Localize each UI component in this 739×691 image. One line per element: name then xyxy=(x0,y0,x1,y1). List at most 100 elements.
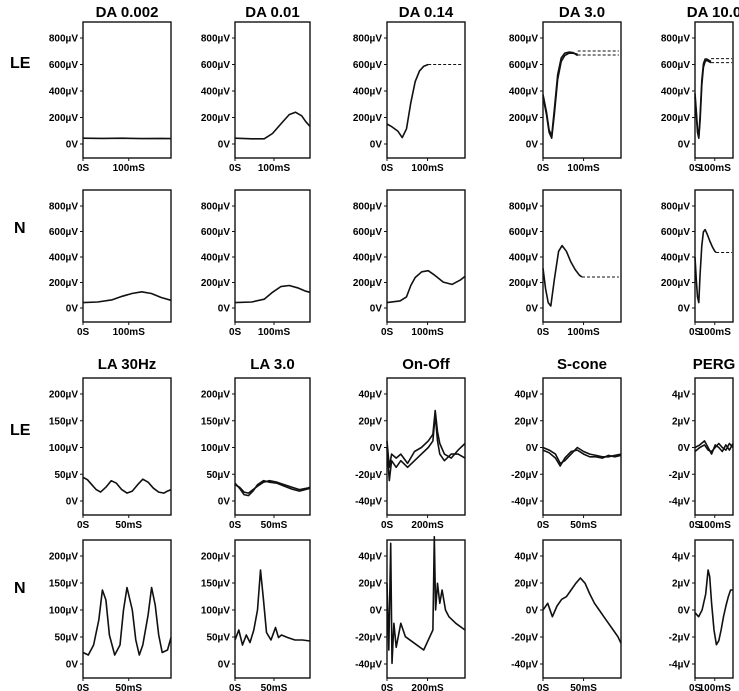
x-tick-label: 200mS xyxy=(411,683,444,691)
series-line xyxy=(386,413,466,482)
y-tick-label: -2µV xyxy=(669,633,691,644)
plot-frame xyxy=(542,377,622,516)
x-tick-label: 0S xyxy=(381,683,394,691)
plot-frame xyxy=(542,539,622,679)
x-tick-label: 100mS xyxy=(699,520,732,531)
y-tick-label: 0V xyxy=(370,140,383,151)
x-tick-label: 0S xyxy=(689,327,702,338)
y-tick-label: 800µV xyxy=(353,202,382,213)
series-line xyxy=(542,51,579,137)
plot-frame xyxy=(386,21,466,159)
y-tick-label: 0V xyxy=(66,140,79,151)
y-tick-label: 600µV xyxy=(509,227,538,238)
x-tick-label: 100mS xyxy=(567,163,600,174)
x-tick-label: 50mS xyxy=(261,683,288,691)
series-line xyxy=(694,228,717,304)
y-tick-label: 20µV xyxy=(514,416,538,427)
plot-frame xyxy=(694,21,734,159)
y-tick-label: 0V xyxy=(526,140,539,151)
x-tick-label: 100mS xyxy=(113,327,146,338)
series-line xyxy=(542,577,622,644)
y-tick-label: 100µV xyxy=(201,443,230,454)
series-line xyxy=(386,535,466,665)
series-line xyxy=(386,409,466,469)
series-line xyxy=(386,269,466,304)
y-tick-label: 0V xyxy=(678,304,691,315)
y-tick-label: -40µV xyxy=(355,660,382,671)
x-tick-label: 200mS xyxy=(411,520,444,531)
plot-frame xyxy=(386,377,466,516)
y-tick-label: 0V xyxy=(526,443,539,454)
y-tick-label: 200µV xyxy=(49,552,78,563)
series-line xyxy=(234,569,311,646)
x-tick-label: 50mS xyxy=(261,520,288,531)
x-tick-label: 0S xyxy=(229,520,242,531)
x-tick-label: 50mS xyxy=(115,520,142,531)
x-tick-label: 0S xyxy=(689,683,702,691)
y-tick-label: 20µV xyxy=(358,579,382,590)
series-line xyxy=(82,586,172,656)
y-tick-label: 50µV xyxy=(206,633,230,644)
x-tick-label: 0S xyxy=(381,327,394,338)
series-line xyxy=(542,244,583,307)
y-tick-label: 200µV xyxy=(509,113,538,124)
y-tick-label: 800µV xyxy=(49,202,78,213)
y-tick-label: 0V xyxy=(66,497,79,508)
x-tick-label: 0S xyxy=(381,520,394,531)
y-tick-label: -2µV xyxy=(669,470,691,481)
chart-title: S-cone xyxy=(557,356,607,373)
plot-frame xyxy=(386,539,466,679)
chart-title: DA 0.14 xyxy=(399,4,454,21)
y-tick-label: -20µV xyxy=(511,633,538,644)
y-tick-label: 400µV xyxy=(353,87,382,98)
chart-title: DA 0.01 xyxy=(245,4,299,21)
y-tick-label: 20µV xyxy=(358,416,382,427)
y-tick-label: 800µV xyxy=(661,34,690,45)
y-tick-label: -20µV xyxy=(355,633,382,644)
y-tick-label: 0V xyxy=(218,660,231,671)
series-line xyxy=(82,291,172,304)
y-tick-label: 600µV xyxy=(201,60,230,71)
plot-frame xyxy=(82,189,172,323)
y-tick-label: 100µV xyxy=(49,606,78,617)
x-tick-label: 0S xyxy=(381,163,394,174)
plot-frame xyxy=(82,377,172,516)
series-line xyxy=(234,479,311,497)
series-line xyxy=(82,476,172,494)
x-tick-label: 0S xyxy=(77,327,90,338)
x-tick-label: 100mS xyxy=(699,327,732,338)
y-tick-label: 600µV xyxy=(201,227,230,238)
x-tick-label: 0S xyxy=(77,520,90,531)
x-tick-label: 0S xyxy=(77,163,90,174)
plot-frame xyxy=(82,21,172,159)
y-tick-label: 20µV xyxy=(514,579,538,590)
x-tick-label: 100mS xyxy=(411,163,444,174)
y-tick-label: 600µV xyxy=(49,60,78,71)
y-tick-label: 800µV xyxy=(509,34,538,45)
y-tick-label: 0V xyxy=(526,606,539,617)
y-tick-label: 200µV xyxy=(661,113,690,124)
plot-frame xyxy=(82,539,172,679)
plot-frame xyxy=(694,539,734,679)
y-tick-label: 200µV xyxy=(201,390,230,401)
x-tick-label: 100mS xyxy=(699,683,732,691)
chart-title: PERG xyxy=(693,356,736,373)
x-tick-label: 0S xyxy=(689,163,702,174)
y-tick-label: 40µV xyxy=(514,552,538,563)
y-tick-label: -4µV xyxy=(669,660,691,671)
y-tick-label: 0V xyxy=(66,660,79,671)
x-tick-label: 50mS xyxy=(570,520,597,531)
y-tick-label: 600µV xyxy=(353,60,382,71)
y-tick-label: 50µV xyxy=(54,633,78,644)
y-tick-label: 800µV xyxy=(661,202,690,213)
plot-frame xyxy=(234,539,311,679)
y-tick-label: 200µV xyxy=(201,278,230,289)
y-tick-label: 50µV xyxy=(206,470,230,481)
y-tick-label: 2µV xyxy=(672,416,690,427)
chart-title: LA 3.0 xyxy=(250,356,294,373)
y-tick-label: 400µV xyxy=(661,253,690,264)
y-tick-label: 800µV xyxy=(201,34,230,45)
y-tick-label: 150µV xyxy=(49,579,78,590)
y-tick-label: 40µV xyxy=(358,552,382,563)
y-tick-label: 400µV xyxy=(661,87,690,98)
